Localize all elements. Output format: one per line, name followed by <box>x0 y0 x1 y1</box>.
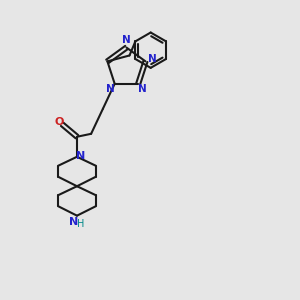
Text: N: N <box>122 35 131 46</box>
Text: N: N <box>138 85 147 94</box>
Text: N: N <box>106 85 115 94</box>
Text: N: N <box>76 151 86 161</box>
Text: O: O <box>54 117 63 127</box>
Text: N: N <box>69 217 79 227</box>
Text: N: N <box>148 54 157 64</box>
Text: H: H <box>77 220 84 230</box>
